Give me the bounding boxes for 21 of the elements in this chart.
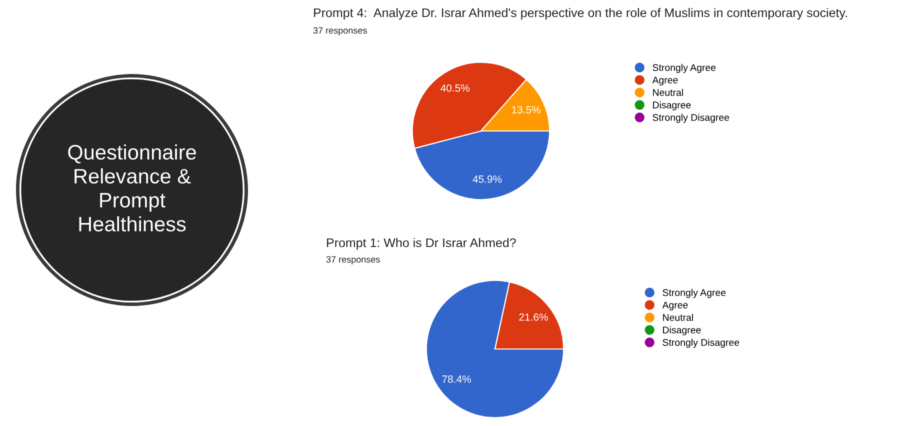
legend-label: Disagree (663, 326, 701, 336)
data-label: 40.5% (440, 84, 470, 92)
data-label: 78.4% (442, 375, 471, 383)
legend-label: Disagree (653, 101, 691, 110)
legend-label: Neutral (653, 88, 683, 96)
data-label: 13.5% (512, 106, 540, 114)
data-label: 21.6% (519, 313, 548, 321)
legend-label: Agree (662, 302, 688, 310)
text: Questionnaire Relevance & Prompt Healthiness (68, 144, 196, 232)
legend-label: Strongly Agree (662, 288, 726, 298)
legend-label: Strongly Disagree (652, 114, 730, 123)
text: 37 responses (326, 256, 380, 264)
legend-label: Neutral (663, 314, 693, 321)
legend-label: Strongly Agree (652, 64, 716, 73)
pie-slice (426, 280, 564, 418)
data-label: 45.9% (472, 175, 502, 183)
chart-title: Prompt 4: Analyze Dr. Israr Ahmed's perspective on the role of Muslims in contemporary society. (314, 8, 847, 20)
legend-label: Strongly Disagree (662, 338, 740, 348)
chart-title: Prompt 1: Who is Dr Israr Ahmed? (327, 238, 516, 250)
legend-label: Agree (652, 76, 678, 86)
text: 37 responses (313, 27, 367, 36)
